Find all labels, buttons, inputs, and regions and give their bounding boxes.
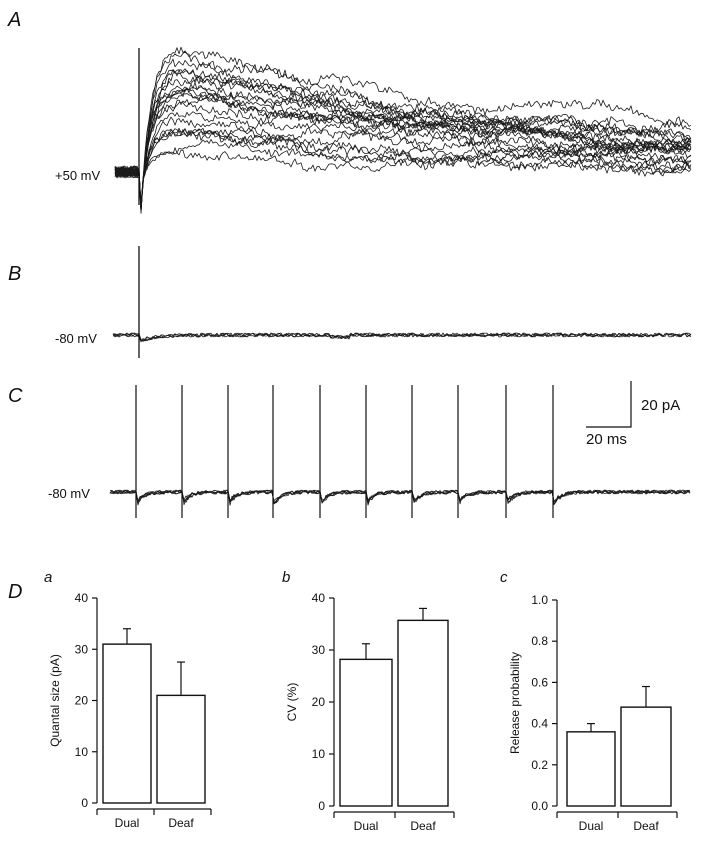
panel-a-trace bbox=[114, 101, 691, 210]
panel-d-c-letter: c bbox=[500, 569, 508, 586]
bar-chart-a: 0 10 20 30 40 Quantal size (pA) Dual Deaf bbox=[48, 591, 212, 830]
y-tick-label: 0.4 bbox=[531, 717, 548, 731]
panel-b-trace bbox=[112, 332, 692, 342]
panel-a-trace bbox=[114, 88, 692, 208]
bar-chart-b: 0 10 20 30 40 CV (%) Dual Deaf bbox=[285, 591, 455, 833]
y-tick-label: 10 bbox=[312, 747, 326, 761]
y-tick-label: 40 bbox=[75, 591, 89, 605]
panel-d-b-letter: b bbox=[282, 569, 290, 586]
y-axis-title: Release probability bbox=[508, 652, 522, 754]
panel-c-letter: C bbox=[8, 385, 23, 407]
y-tick-label: 0 bbox=[318, 799, 325, 813]
panel-c-trace bbox=[109, 489, 691, 504]
y-tick-label: 30 bbox=[312, 643, 326, 657]
panel-a-trace bbox=[114, 128, 692, 209]
panel-a-trace bbox=[114, 85, 692, 209]
panel-a-trace bbox=[114, 127, 692, 211]
category-label: Dual bbox=[579, 819, 604, 833]
category-label: Deaf bbox=[410, 819, 436, 833]
scale-bar-time-label: 20 ms bbox=[586, 431, 627, 448]
panel-b-letter: B bbox=[8, 263, 21, 285]
y-tick-label: 1.0 bbox=[531, 593, 548, 607]
panel-c-holding-label: -80 mV bbox=[48, 486, 90, 501]
panel-c-traces bbox=[109, 385, 691, 518]
panel-b-holding-label: -80 mV bbox=[55, 331, 97, 346]
panel-a-trace bbox=[114, 111, 692, 214]
y-tick-label: 0.0 bbox=[531, 799, 548, 813]
bar bbox=[102, 643, 152, 804]
panel-d-a-letter: a bbox=[44, 569, 52, 586]
y-tick-label: 30 bbox=[75, 642, 89, 656]
panel-a-trace bbox=[114, 149, 692, 207]
category-label: Deaf bbox=[633, 819, 659, 833]
y-tick-label: 40 bbox=[312, 591, 326, 605]
y-axis-title: Quantal size (pA) bbox=[48, 654, 62, 747]
panel-a-letter: A bbox=[7, 9, 21, 31]
panel-d-letter: D bbox=[8, 581, 22, 603]
category-label: Dual bbox=[115, 816, 140, 830]
panel-b-trace bbox=[112, 332, 692, 343]
panel-a-trace bbox=[114, 46, 692, 212]
bar bbox=[620, 706, 672, 807]
panel-a-trace bbox=[114, 51, 692, 212]
y-tick-label: 0.8 bbox=[531, 634, 548, 648]
panel-a-trace bbox=[114, 138, 692, 204]
y-tick-label: 20 bbox=[75, 694, 89, 708]
bar bbox=[339, 658, 393, 807]
scale-bar-current-label: 20 pA bbox=[641, 397, 680, 414]
y-tick-label: 20 bbox=[312, 695, 326, 709]
bar bbox=[566, 731, 616, 807]
panel-c-trace bbox=[109, 489, 691, 506]
bar-charts: 0 10 20 30 40 Quantal size (pA) Dual Deaf 0 10 20 3… bbox=[48, 591, 678, 833]
y-tick-label: 10 bbox=[75, 745, 89, 759]
bar bbox=[397, 619, 449, 807]
panel-a-trace bbox=[114, 116, 692, 206]
bar bbox=[156, 694, 206, 804]
scale-bar: 20 pA 20 ms bbox=[586, 381, 680, 448]
panel-a-trace bbox=[114, 69, 692, 204]
panel-a-trace bbox=[114, 129, 692, 211]
category-label: Dual bbox=[354, 819, 379, 833]
panel-a-traces bbox=[114, 46, 692, 214]
y-tick-label: 0 bbox=[81, 796, 88, 810]
y-tick-label: 0.2 bbox=[531, 758, 548, 772]
y-tick-label: 0.6 bbox=[531, 675, 548, 689]
bar-chart-c: 0.0 0.2 0.4 0.6 0.8 1.0 Release probability Dua… bbox=[508, 593, 678, 833]
panel-a-holding-label: +50 mV bbox=[55, 168, 100, 183]
category-label: Deaf bbox=[168, 816, 194, 830]
panel-a-trace bbox=[114, 58, 692, 205]
scale-bar-lines bbox=[586, 381, 632, 428]
panel-b-traces bbox=[112, 246, 692, 358]
y-axis-title: CV (%) bbox=[285, 683, 299, 722]
